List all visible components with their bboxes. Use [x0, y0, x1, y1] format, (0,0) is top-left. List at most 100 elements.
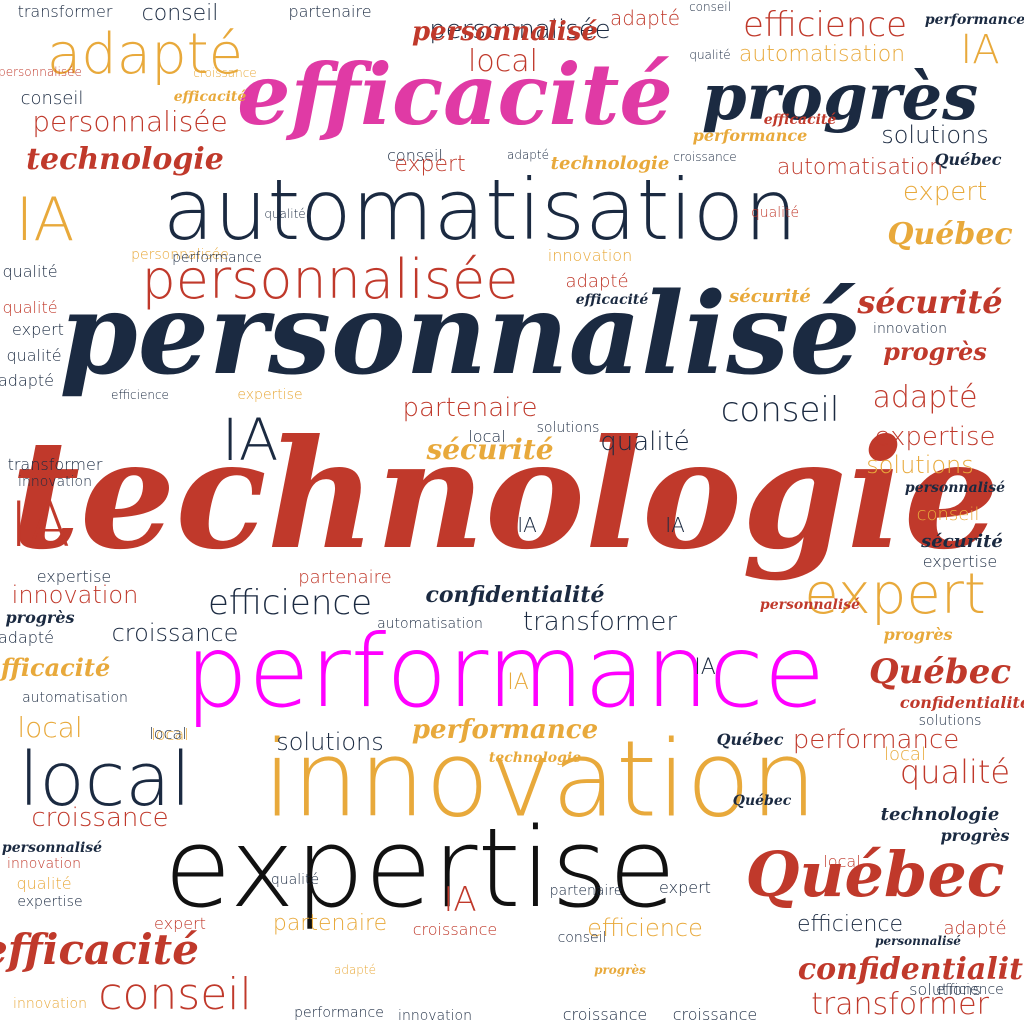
- word-conseil-2: conseil: [720, 390, 840, 430]
- word-personnalisee: personnalisée: [141, 248, 519, 311]
- word-personnalise-2: personnalisé: [412, 17, 598, 47]
- word-expertise-2: expertise: [874, 422, 996, 452]
- word-solutions-4: solutions: [536, 420, 600, 436]
- word-personnalisee-4: personnalisée: [131, 247, 229, 263]
- word-technologie-4: technologie: [550, 153, 670, 174]
- word-quebec-3: Québec: [868, 652, 1012, 692]
- word-partenaire-3: partenaire: [288, 2, 372, 21]
- word-efficience-3: efficience: [587, 914, 703, 942]
- word-efficience-5: efficience: [111, 388, 169, 402]
- word-qualite-3: qualité: [2, 262, 58, 281]
- word-transformer-1: transformer: [811, 987, 989, 1022]
- word-partenaire-5: partenaire: [549, 883, 623, 899]
- word-securite-4: sécurité: [921, 531, 1003, 552]
- word-personnalisee-2: personnalisée: [32, 105, 228, 138]
- word-personnalise: personnalisé: [59, 269, 861, 400]
- word-croissance-2: croissance: [31, 803, 169, 833]
- word-performance: performance: [184, 613, 826, 730]
- word-efficience-4: efficience: [796, 912, 904, 937]
- word-securite-3: sécurité: [729, 286, 811, 307]
- word-adapte-5: adapté: [0, 628, 55, 647]
- word-technologie-2: technologie: [26, 142, 224, 177]
- word-quebec-4: Québec: [934, 150, 1002, 169]
- word-adapte: adapté: [46, 22, 244, 87]
- word-qualite-7: qualité: [270, 872, 320, 888]
- word-croissance-3: croissance: [412, 920, 498, 939]
- word-performance-4: performance: [172, 250, 262, 266]
- word-progres-2: progrès: [883, 337, 987, 366]
- word-performance-5: performance: [294, 1005, 384, 1021]
- word-quebec-5: Québec: [716, 730, 784, 749]
- word-local-3: local: [17, 711, 83, 744]
- word-performance-7: performance: [924, 12, 1024, 28]
- word-transformer-2: transformer: [522, 607, 678, 637]
- word-personnalise-5: personnalisé: [759, 597, 861, 613]
- word-progres: progrès: [701, 60, 979, 135]
- word-efficience-1: efficience: [742, 5, 908, 45]
- word-ia-6: IA: [517, 513, 537, 537]
- word-expertise-5: expertise: [237, 387, 303, 403]
- word-ia-7: IA: [665, 513, 685, 537]
- word-croissance-1: croissance: [111, 619, 239, 647]
- word-efficience-2: efficience: [207, 583, 373, 623]
- word-solutions-1: solutions: [881, 121, 989, 149]
- word-transformer-3: transformer: [17, 2, 113, 21]
- word-technologie-5: technologie: [488, 750, 582, 766]
- word-conseil-6: conseil: [916, 504, 980, 525]
- word-expert-3: expert: [12, 320, 64, 339]
- word-expert-2: expert: [902, 177, 988, 207]
- word-conseil-4: conseil: [20, 88, 84, 109]
- word-conseil-3: conseil: [141, 1, 219, 26]
- word-efficacite-2: efficacité: [0, 925, 199, 974]
- word-local-8: local: [884, 744, 926, 765]
- word-performance-3: performance: [411, 715, 599, 745]
- word-efficacite-4: efficacité: [575, 292, 649, 308]
- word-partenaire-2: partenaire: [272, 911, 388, 936]
- word-adapte-6: adapté: [506, 148, 550, 162]
- word-securite-2: sécurité: [426, 433, 554, 466]
- word-ia-8: IA: [507, 670, 529, 695]
- word-innovation-5: innovation: [7, 856, 81, 872]
- word-qualite-8: qualité: [689, 48, 731, 62]
- word-automatisation-3: automatisation: [776, 155, 944, 180]
- word-efficacite-3: efficacité: [0, 653, 111, 682]
- word-qualite-10: qualité: [750, 205, 800, 221]
- word-confidentialite-1: confidentialité: [797, 952, 1024, 987]
- word-local: local: [18, 737, 192, 823]
- word-expertise-6: expertise: [922, 552, 998, 571]
- word-innovation-3: innovation: [398, 1008, 472, 1024]
- word-conseil-1: conseil: [98, 969, 252, 1020]
- word-automatisation-5: automatisation: [22, 690, 128, 706]
- word-qualite-2: qualité: [899, 753, 1011, 791]
- word-adapte-3: adapté: [943, 918, 1007, 939]
- word-expert-5: expert: [394, 152, 466, 177]
- word-adapte-4: adapté: [0, 371, 55, 390]
- word-automatisation-4: automatisation: [377, 616, 483, 632]
- word-progres-3: progrès: [5, 608, 75, 627]
- word-ia-9: IA: [694, 655, 716, 680]
- word-progres-5: progrès: [940, 826, 1010, 845]
- word-croissance-4: croissance: [562, 1005, 648, 1024]
- word-innovation-4: innovation: [18, 474, 92, 490]
- word-croissance-7: croissance: [193, 66, 257, 80]
- word-performance-6: performance: [692, 126, 808, 145]
- word-ia-4: IA: [960, 27, 1000, 73]
- word-personnalise-6: personnalisé: [875, 934, 961, 948]
- word-adapte-9: adapté: [609, 6, 681, 30]
- word-efficience-6: efficience: [936, 982, 1004, 998]
- word-innovation-6: innovation: [13, 996, 87, 1012]
- word-efficacite: efficacité: [237, 45, 673, 144]
- word-croissance-5: croissance: [672, 1005, 758, 1024]
- word-local-2: local: [468, 44, 538, 79]
- word-automatisation-2: automatisation: [738, 42, 906, 67]
- word-performance-2: performance: [792, 725, 960, 755]
- word-qualite-1: qualité: [600, 427, 690, 457]
- word-innovation: innovation: [262, 718, 818, 841]
- word-ia-3: IA: [221, 406, 279, 474]
- word-securite-1: sécurité: [857, 283, 1003, 321]
- word-solutions-2: solutions: [866, 451, 974, 479]
- word-personnalise-4: personnalisé: [904, 480, 1006, 496]
- word-innovation-2: innovation: [11, 581, 139, 609]
- word-ia-5: IA: [443, 880, 477, 920]
- word-local-7: local: [468, 427, 506, 446]
